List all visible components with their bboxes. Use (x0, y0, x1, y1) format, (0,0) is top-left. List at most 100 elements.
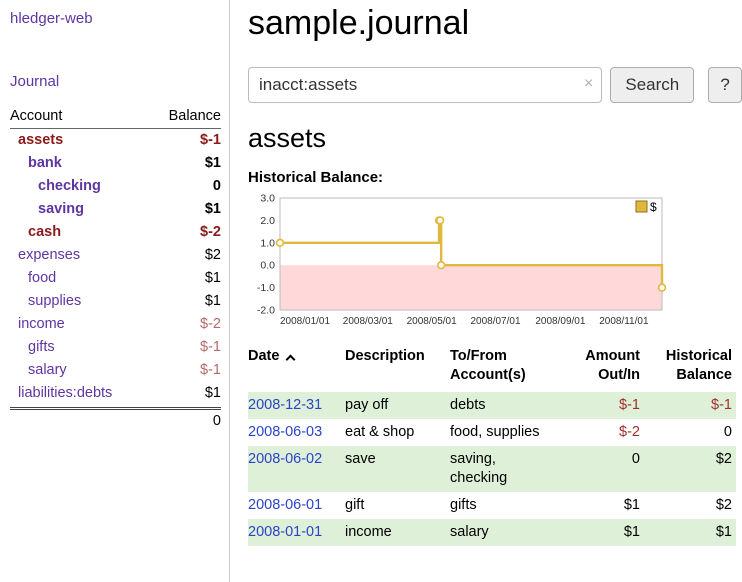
account-link[interactable]: expenses (18, 247, 81, 263)
transaction-date-cell: 2008-06-02 (248, 446, 345, 492)
account-row: food $1 (10, 267, 221, 290)
transaction-date-cell: 2008-12-31 (248, 392, 345, 419)
transaction-date-link[interactable]: 2008-06-03 (248, 424, 323, 440)
account-link[interactable]: assets (18, 132, 64, 148)
transaction-description: pay off (345, 397, 389, 413)
account-row: income $-2 (10, 313, 221, 336)
transaction-balance: $-1 (711, 397, 732, 413)
register-body: 2008-12-31 pay off debts $-1 $-1 2008-06-03 ea… (248, 392, 736, 546)
account-link[interactable]: cash (28, 224, 62, 240)
sidebar: hledger-web Journal Account Balance asse… (0, 0, 230, 582)
chart-title: Historical Balance: (248, 169, 384, 186)
account-row: assets $-1 (10, 129, 221, 152)
col-amount: Amount Out/In (585, 348, 640, 383)
account-balance: $-1 (200, 132, 221, 148)
account-balance: $1 (204, 155, 221, 171)
account-balance: $1 (204, 385, 221, 401)
account-row: supplies $1 (10, 290, 221, 313)
account-balance: $1 (204, 201, 221, 217)
transaction-accounts: debts (450, 397, 486, 413)
transaction-date-link[interactable]: 2008-12-31 (248, 397, 323, 413)
transaction-description: gift (345, 497, 365, 513)
y-tick-label: -2.0 (257, 305, 275, 317)
account-balance: $1 (204, 293, 221, 309)
transaction-date-link[interactable]: 2008-06-01 (248, 497, 323, 513)
accounts-table-body: assets $-1 bank $1 checking 0 saving $1 cash $-2 e… (10, 129, 221, 405)
account-link[interactable]: salary (28, 362, 67, 378)
y-tick-label: 2.0 (260, 215, 275, 227)
transaction-date-cell: 2008-06-03 (248, 419, 345, 446)
account-link[interactable]: food (28, 270, 57, 286)
col-balance: Historical Balance (665, 348, 732, 383)
account-balance: $-1 (200, 339, 221, 355)
search-row: × Search ? (248, 67, 742, 103)
account-balance: $2 (204, 247, 221, 263)
account-balance: $-1 (200, 362, 221, 378)
register-row: 2008-01-01 income salary $1 $1 (248, 519, 736, 546)
account-heading: assets (248, 123, 327, 153)
accounts-col-balance: Balance (168, 108, 221, 124)
x-tick-label: 2008/01/01 (280, 316, 330, 327)
y-tick-label: 0.0 (260, 260, 275, 272)
account-row: gifts $-1 (10, 336, 221, 359)
account-link[interactable]: gifts (28, 339, 55, 355)
account-row: expenses $2 (10, 244, 221, 267)
col-date[interactable]: Date (248, 347, 345, 392)
col-accounts: To/From Account(s) (450, 348, 526, 383)
account-link[interactable]: checking (38, 178, 101, 194)
col-description: Description (345, 348, 425, 364)
transaction-balance: $2 (715, 497, 732, 513)
transaction-balance: $2 (715, 451, 732, 467)
account-row: bank $1 (10, 152, 221, 175)
search-box: × (248, 67, 603, 103)
account-link[interactable]: liabilities:debts (18, 385, 113, 401)
search-button[interactable]: Search (610, 67, 695, 103)
account-row: cash $-2 (10, 221, 221, 244)
x-tick-label: 2008/07/01 (470, 316, 520, 327)
plot-border (279, 197, 663, 311)
x-tick-label: 2008/05/01 (407, 316, 457, 327)
balance-chart-svg: 3.0 2.0 1.0 0.0 -1.0 -2.0 2008/01/01 2008/03/01… (257, 193, 667, 327)
account-row: checking 0 (10, 175, 221, 198)
col-date-label: Date (248, 348, 280, 364)
clear-search-icon[interactable]: × (584, 75, 594, 92)
account-balance: $-2 (200, 316, 221, 332)
accounts-header-row: Account Balance (10, 108, 221, 129)
transaction-amount: $1 (623, 524, 640, 540)
account-row: saving $1 (10, 198, 221, 221)
account-link[interactable]: bank (28, 155, 62, 171)
accounts-total: 0 (10, 407, 221, 432)
negative-region (280, 265, 662, 310)
register-row: 2008-06-03 eat & shop food, supplies $-2 0 (248, 419, 736, 446)
transaction-date-cell: 2008-01-01 (248, 519, 345, 546)
y-tick-label: -1.0 (257, 282, 275, 294)
transaction-amount: $-2 (619, 424, 640, 440)
transaction-balance: $1 (715, 524, 732, 540)
app-title-link[interactable]: hledger-web (10, 10, 93, 27)
register-row: 2008-06-02 save saving, checking 0 $2 (248, 446, 736, 492)
help-button[interactable]: ? (708, 67, 742, 103)
register-header-row: Date Description To/From Account(s) Amou… (248, 347, 736, 392)
transaction-date-link[interactable]: 2008-06-02 (248, 451, 323, 467)
accounts-col-account: Account (10, 108, 63, 124)
y-tick-label: 3.0 (260, 193, 275, 205)
register-row: 2008-06-01 gift gifts $1 $2 (248, 492, 736, 519)
account-link[interactable]: supplies (28, 293, 82, 309)
sidebar-item-journal[interactable]: Journal (10, 73, 60, 90)
account-link[interactable]: saving (38, 201, 84, 217)
account-balance: $-2 (200, 224, 221, 240)
page-title: sample.journal (248, 4, 470, 42)
legend-swatch (635, 200, 648, 213)
search-input[interactable] (248, 67, 603, 103)
transaction-amount: 0 (631, 451, 640, 467)
transaction-date-link[interactable]: 2008-01-01 (248, 524, 323, 540)
transaction-description: save (345, 451, 376, 467)
data-point-marker (435, 216, 445, 225)
main-content: sample.journal × Search ? assets Histori… (248, 0, 742, 546)
transaction-accounts: food, supplies (450, 424, 540, 440)
register-table: Date Description To/From Account(s) Amou… (248, 347, 736, 546)
transaction-amount: $-1 (619, 397, 640, 413)
account-link[interactable]: income (18, 316, 65, 332)
account-balance: 0 (212, 178, 221, 194)
